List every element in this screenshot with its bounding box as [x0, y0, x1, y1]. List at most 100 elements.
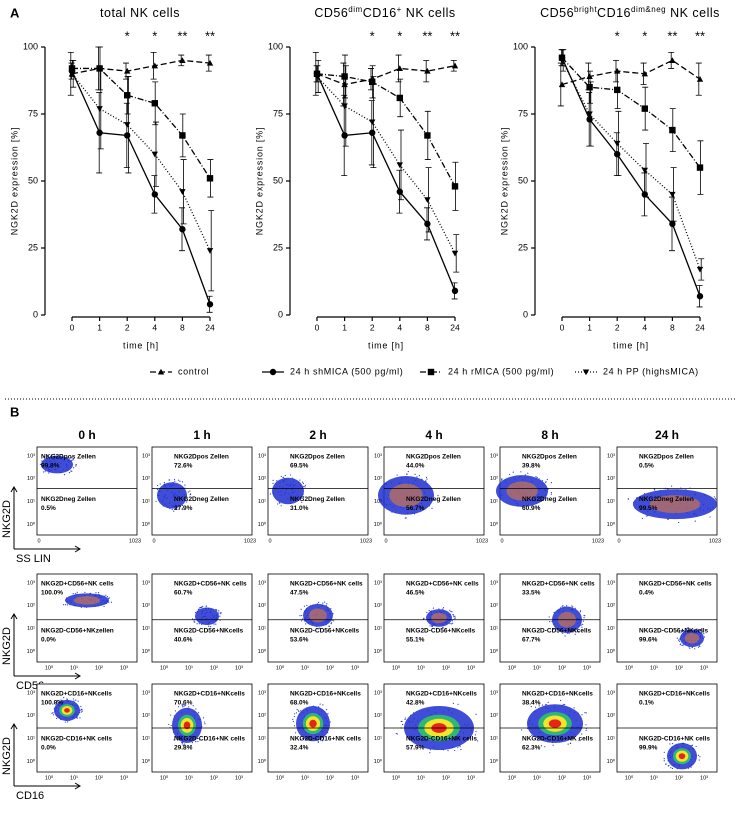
gate-label: NKG2D+CD56+NK cells: [174, 581, 247, 588]
event-dot: [404, 717, 406, 719]
marker: [424, 67, 431, 74]
event-dot: [156, 489, 159, 491]
x-tick-label: 10⁰: [508, 664, 517, 671]
event-dot: [108, 597, 110, 599]
gate-percent: 44.0%: [406, 463, 425, 470]
event-dot: [70, 457, 72, 459]
chart-title: CD56brightCD16dim&neg NK cells: [540, 5, 720, 21]
gate-percent: 40.6%: [174, 636, 193, 643]
event-dot: [63, 474, 66, 476]
y-tick-label: 100: [23, 41, 38, 51]
event-dot: [202, 605, 204, 608]
event-dot: [216, 609, 218, 611]
event-dot: [451, 611, 453, 613]
event-dot: [550, 493, 552, 495]
series-line: [71, 70, 211, 305]
x-tick-label: 10³: [351, 665, 359, 671]
marker: [396, 65, 403, 71]
gate-percent: 72.6%: [174, 463, 193, 470]
x-tick-label: 1: [587, 322, 592, 332]
gate-label: NKG2Dpos Zellen: [522, 454, 577, 461]
gate-percent: 99.9%: [639, 745, 658, 752]
x-tick-label: 10⁰: [625, 664, 634, 671]
event-dot: [697, 646, 700, 648]
x-tick-label: 0: [37, 538, 40, 544]
event-dot: [627, 498, 630, 500]
x-tick-label: 4: [152, 322, 157, 332]
event-dot: [322, 704, 324, 706]
marker: [558, 54, 566, 61]
event-dot: [81, 710, 83, 712]
timepoint: 2 h: [309, 428, 326, 442]
gate-percent: 70.6%: [174, 700, 193, 707]
event-dot: [540, 745, 543, 747]
event-dot: [51, 455, 53, 457]
event-dot: [174, 710, 177, 712]
event-dot: [699, 645, 701, 647]
gate-label: NKG2Dpos Zellen: [639, 454, 694, 461]
x-tick-label: 10¹: [417, 665, 425, 671]
event-dot: [304, 484, 306, 486]
chart-title: total NK cells: [100, 6, 180, 20]
y-tick-label: 10³: [258, 580, 266, 586]
event-dot: [280, 505, 282, 507]
event-dot: [173, 739, 175, 741]
event-dot: [512, 471, 514, 473]
event-dot: [535, 476, 537, 478]
event-dot: [186, 501, 188, 503]
event-dot: [63, 697, 65, 699]
event-dot: [452, 622, 454, 624]
event-dot: [416, 476, 418, 478]
event-dot: [219, 615, 221, 617]
event-dot: [575, 631, 577, 633]
marker: [124, 132, 131, 139]
event-dot: [709, 516, 711, 518]
event-dot: [184, 484, 186, 486]
event-cloud: [431, 612, 447, 624]
marker: [641, 191, 648, 198]
event-dot: [690, 766, 692, 768]
event-dot: [60, 699, 62, 701]
x-tick-label: 0: [617, 538, 620, 544]
event-dot: [184, 705, 186, 707]
y-tick-label: 10⁰: [258, 648, 267, 655]
event-dot: [56, 717, 58, 720]
marker: [614, 140, 621, 147]
gate-label: NKG2D-CD16+NK cells: [290, 736, 361, 743]
event-dot: [75, 699, 77, 701]
event-dot: [178, 706, 180, 708]
event-dot: [653, 488, 655, 490]
y-axis-label: NGK2D expression [%]: [9, 127, 19, 236]
x-tick-label: 24: [450, 322, 460, 332]
event-dot: [682, 630, 685, 632]
event-dot: [645, 515, 647, 517]
gate-label: NKG2D+CD16+NKcells: [174, 691, 245, 698]
event-dot: [72, 593, 74, 595]
event-dot: [202, 717, 205, 719]
event-dot: [301, 620, 303, 622]
gate-label: NKG2D+CD56+NK cells: [522, 581, 595, 588]
event-dot: [574, 607, 576, 609]
event-dot: [80, 705, 82, 708]
x-axis-label: time [h]: [368, 340, 404, 350]
event-dot: [185, 704, 187, 706]
event-dot: [280, 475, 282, 477]
x-tick-label: 8: [670, 322, 675, 332]
event-dot: [77, 700, 79, 702]
event-dot: [193, 620, 195, 622]
event-dot: [174, 480, 176, 482]
marker: [206, 59, 214, 66]
x-tick-label: 2: [615, 322, 620, 332]
y-tick-label: 10²: [27, 713, 35, 719]
marker: [206, 248, 214, 254]
marker: [341, 132, 348, 139]
event-dot: [698, 759, 700, 761]
event-dot: [475, 730, 477, 732]
event-dot: [218, 610, 220, 612]
event-dot: [58, 700, 60, 702]
y-tick-label: 10⁰: [490, 648, 499, 655]
y-tick-label: 100: [513, 41, 528, 51]
marker: [68, 65, 76, 72]
title-part: CD56: [540, 6, 574, 20]
